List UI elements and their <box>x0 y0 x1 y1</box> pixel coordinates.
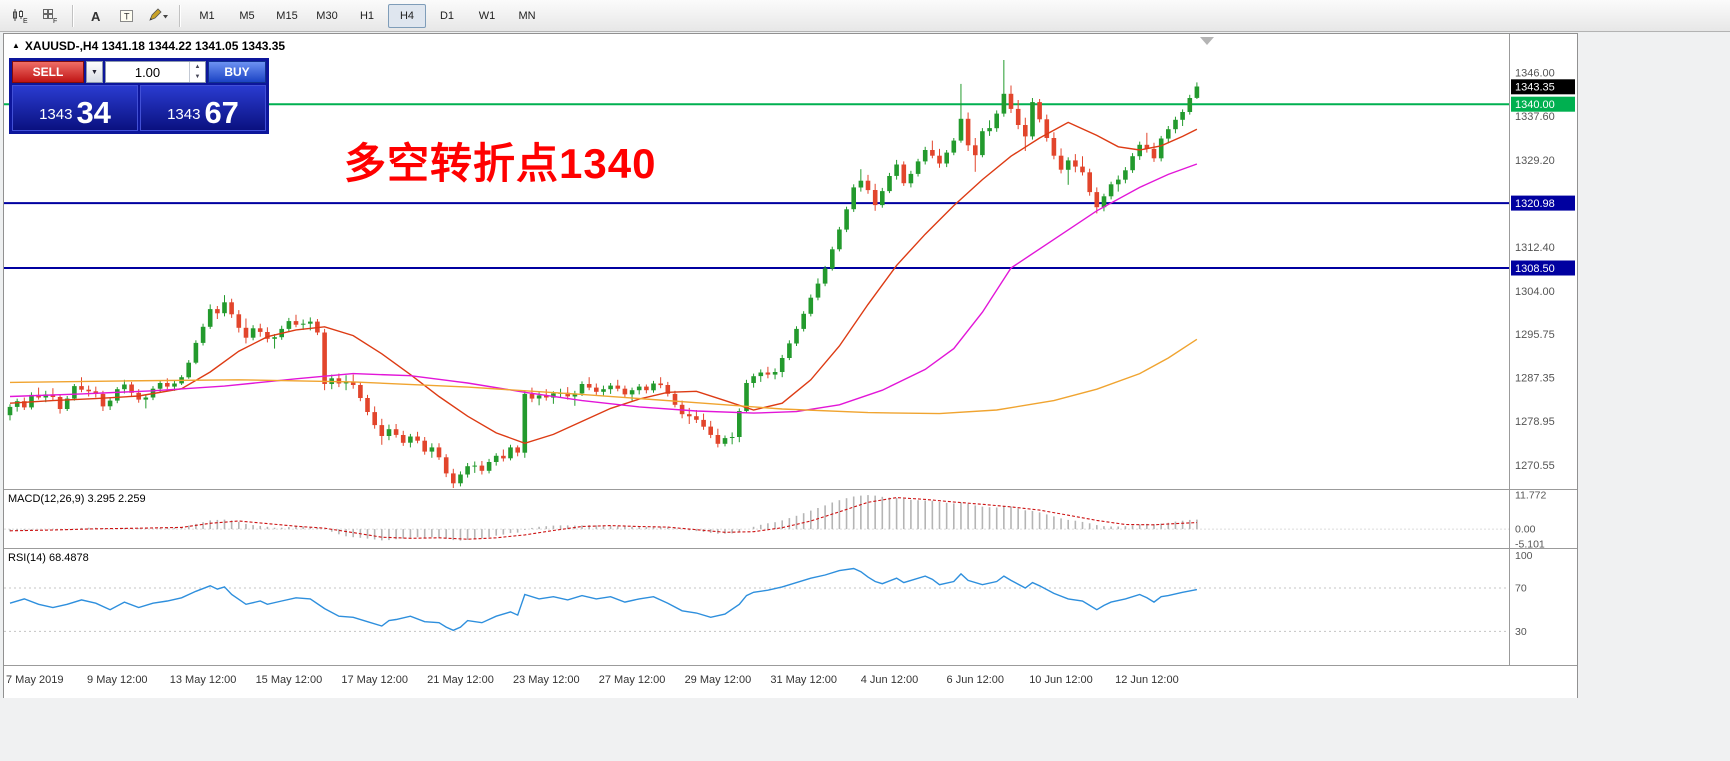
buy-price-base: 1343 <box>167 106 201 123</box>
chart-canvas[interactable]: 1346.00 1337.60 1329.20 1312.40 1304.00 1295.… <box>4 34 1577 697</box>
time-label: 23 May 12:00 <box>513 674 580 686</box>
svg-text:T: T <box>124 11 130 21</box>
insert-text-button[interactable]: A <box>81 3 110 29</box>
chart-annotation-text: 多空转折点1340 <box>344 140 657 187</box>
candlestick-chart-icon: E <box>13 8 28 24</box>
timeframe-h4[interactable]: H4 <box>388 3 426 28</box>
timeframe-h1[interactable]: H1 <box>359 9 375 22</box>
price-tick-label: 1312.40 <box>1515 242 1555 254</box>
chart-template-button[interactable]: E <box>5 3 34 29</box>
macd-tick-label: -5.101 <box>1515 538 1545 550</box>
rsi-caption: RSI(14) 68.4878 <box>8 552 89 564</box>
text-label-button[interactable]: T <box>112 3 141 29</box>
text-label-icon: T <box>119 9 133 22</box>
chart-window: 1346.00 1337.60 1329.20 1312.40 1304.00 1295.… <box>3 33 1578 699</box>
timeframe-w1[interactable]: W1 <box>478 9 496 22</box>
hline-label-bg <box>1511 260 1575 276</box>
svg-text:A: A <box>91 9 101 24</box>
timeframe-mn[interactable]: MN <box>518 9 536 22</box>
time-label: 15 May 12:00 <box>256 674 323 686</box>
svg-text:E: E <box>23 18 28 24</box>
time-label: 9 May 12:00 <box>87 674 148 686</box>
ma-fast-red <box>9 121 1198 445</box>
timeframe-m30[interactable]: M30 <box>316 9 338 22</box>
price-tick-label: 1329.20 <box>1515 155 1555 167</box>
time-label: 13 May 12:00 <box>170 674 237 686</box>
workspace-background <box>1578 33 1730 761</box>
current-price-label-bg <box>1511 79 1575 95</box>
time-label: 21 May 12:00 <box>427 674 494 686</box>
buy-price-pips: 67 <box>204 94 239 130</box>
text-a-icon: A <box>91 9 101 24</box>
toolbar-separator <box>72 4 74 27</box>
time-label: 27 May 12:00 <box>599 674 666 686</box>
svg-text:F: F <box>53 18 57 24</box>
sell-price-base: 1343 <box>39 106 73 123</box>
time-label: 29 May 12:00 <box>685 674 752 686</box>
price-shift-marker-icon <box>1200 37 1214 45</box>
time-label: 4 Jun 12:00 <box>861 674 919 686</box>
hline-label: 1320.98 <box>1515 198 1555 210</box>
grid-button[interactable]: F <box>36 3 65 29</box>
hline-label: 1308.50 <box>1515 263 1555 275</box>
sell-price-display[interactable]: 1343 34 <box>12 85 138 131</box>
price-tick-label: 1337.60 <box>1515 111 1555 123</box>
rsi-tick-label: 100 <box>1515 550 1533 562</box>
time-label: 17 May 12:00 <box>341 674 408 686</box>
timeframe-d1[interactable]: D1 <box>439 9 455 22</box>
timeframe-m5[interactable]: M5 <box>239 9 255 22</box>
sell-button[interactable]: SELL <box>12 61 84 83</box>
rsi-tick-label: 30 <box>1515 626 1527 638</box>
time-label: 10 Jun 12:00 <box>1029 674 1093 686</box>
toolbar-separator <box>179 4 181 27</box>
time-label: 12 Jun 12:00 <box>1115 674 1179 686</box>
price-tick-label: 1346.00 <box>1515 68 1555 80</box>
symbol-ohlc-text: XAUUSD-,H4 1341.18 1344.22 1341.05 1343.… <box>24 39 286 53</box>
price-tick-label: 1304.00 <box>1515 286 1555 298</box>
price-tick-label: 1287.35 <box>1515 373 1555 385</box>
hline-label: 1340.00 <box>1515 99 1555 111</box>
rsi-tick-label: 70 <box>1515 583 1527 595</box>
timeframe-m15[interactable]: M15 <box>276 9 298 22</box>
top-toolbar: E F A T M1 M5 M15 M30 H1 H4 D1 W <box>0 0 1730 32</box>
price-tick-label: 1278.95 <box>1515 416 1555 428</box>
ma-slow-orange <box>9 338 1198 415</box>
macd-signal-line <box>9 497 1197 540</box>
time-label: 7 May 2019 <box>6 674 63 686</box>
sell-price-pips: 34 <box>76 94 111 130</box>
hline-label-bg <box>1511 96 1575 112</box>
rsi-line <box>9 567 1198 632</box>
buy-button[interactable]: BUY <box>208 61 266 83</box>
current-price-label: 1343.35 <box>1515 82 1555 94</box>
volume-stepper[interactable]: ▲ ▼ <box>189 62 205 82</box>
symbol-marker-icon: ▲ <box>12 41 20 50</box>
one-click-trading-panel: SELL ▼ 1.00 ▲ ▼ BUY 1343 34 1343 67 <box>9 58 269 134</box>
timeframe-m1[interactable]: M1 <box>199 9 215 22</box>
buy-price-display[interactable]: 1343 67 <box>140 85 266 131</box>
price-tick-label: 1295.75 <box>1515 329 1555 341</box>
volume-step-up-icon[interactable]: ▲ <box>194 64 201 70</box>
macd-tick-label: 11.772 <box>1515 490 1546 502</box>
pencil-dropdown-icon <box>148 7 168 21</box>
workspace-background <box>0 698 1578 761</box>
grid-icon: F <box>43 8 57 24</box>
time-label: 6 Jun 12:00 <box>947 674 1005 686</box>
time-label: 31 May 12:00 <box>770 674 837 686</box>
volume-step-down-icon[interactable]: ▼ <box>194 74 201 80</box>
hline-label-bg <box>1511 195 1575 211</box>
drawing-tools-button[interactable] <box>143 3 172 29</box>
volume-value[interactable]: 1.00 <box>134 64 161 80</box>
volume-field[interactable]: 1.00 ▲ ▼ <box>105 61 206 83</box>
macd-tick-label: 0.00 <box>1515 524 1536 536</box>
macd-caption: MACD(12,26,9) 3.295 2.259 <box>8 493 146 505</box>
symbol-ohlc-header: ▲ XAUUSD-,H4 1341.18 1344.22 1341.05 134… <box>12 39 285 53</box>
price-tick-label: 1270.55 <box>1515 460 1555 472</box>
ma-mid-magenta <box>9 163 1198 414</box>
volume-dropdown-button[interactable]: ▼ <box>86 61 103 83</box>
candlesticks <box>7 60 1200 488</box>
